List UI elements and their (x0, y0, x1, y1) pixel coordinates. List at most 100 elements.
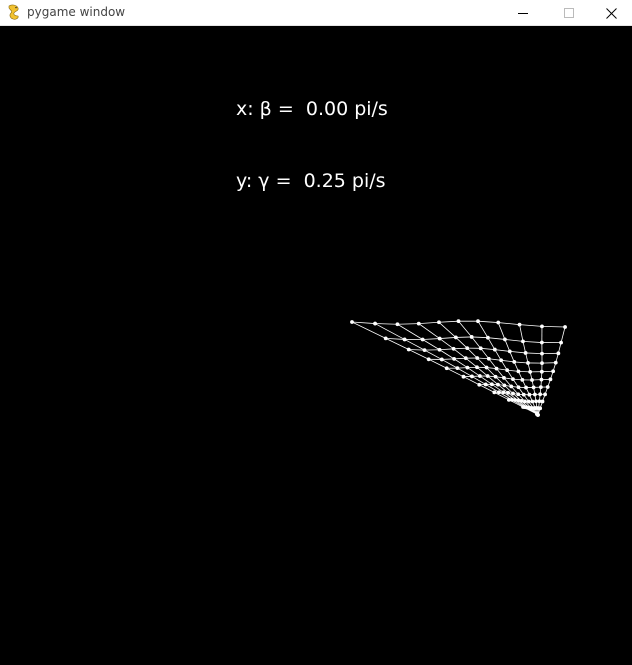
mesh-node (502, 375, 506, 380)
mesh-edge (504, 385, 514, 394)
mesh-edge (465, 357, 478, 368)
mesh-edge (375, 323, 398, 325)
mesh-node (516, 398, 520, 403)
mesh-edge (422, 339, 440, 351)
mesh-node (553, 360, 558, 365)
mesh-edge (408, 349, 429, 360)
mesh-node (537, 399, 542, 404)
mesh-node (493, 374, 498, 379)
mesh-edge (488, 358, 502, 361)
mesh-edge (476, 357, 487, 368)
mesh-node (540, 361, 544, 366)
mesh-node (469, 335, 474, 339)
mesh-node (507, 349, 512, 354)
mesh-node (416, 321, 421, 326)
mesh-edge (453, 347, 468, 350)
mesh-node (543, 392, 547, 397)
mesh-edge (497, 384, 509, 394)
mesh-edge (397, 323, 419, 325)
maximize-button[interactable] (546, 0, 592, 26)
mesh-edge (519, 324, 543, 327)
mesh-node (444, 366, 449, 371)
mesh-node (437, 320, 441, 325)
mesh-node (539, 340, 544, 345)
mesh-node (509, 384, 514, 389)
mesh-node (509, 397, 514, 402)
mesh-edge (408, 349, 425, 351)
mesh-edge (541, 325, 566, 328)
mesh-edge (439, 349, 455, 360)
mesh-edge (495, 376, 505, 386)
mesh-node (465, 346, 470, 350)
mesh-edge (525, 352, 542, 354)
maximize-icon (564, 8, 574, 18)
mesh-edge (418, 323, 440, 339)
mesh-edge (446, 367, 464, 378)
mesh-node (511, 377, 515, 381)
mesh-node (526, 399, 531, 404)
window-title: pygame window (27, 5, 126, 19)
mesh-node (496, 320, 501, 325)
mesh-edge (501, 359, 515, 363)
close-icon (605, 7, 617, 19)
mesh-edge (438, 320, 459, 323)
mesh-edge (463, 376, 480, 386)
mesh-node (538, 392, 543, 397)
mesh-edge (487, 375, 499, 385)
mesh-edge (453, 358, 468, 368)
mesh-node (475, 356, 480, 360)
mesh-node (451, 346, 456, 351)
pygame-canvas[interactable] (0, 27, 632, 665)
minimize-icon (518, 13, 528, 14)
mesh-edge (487, 337, 496, 350)
mesh-edge (509, 351, 526, 354)
mesh-edge (424, 349, 442, 360)
minimize-button[interactable] (500, 0, 546, 26)
mesh-edge (471, 336, 488, 339)
mesh-edge (397, 323, 423, 340)
mesh-edge (458, 320, 473, 338)
mesh-node (496, 382, 500, 387)
mesh-node (437, 336, 442, 341)
mesh-node (531, 385, 536, 390)
mesh-node (521, 392, 526, 397)
mesh-node (350, 320, 354, 324)
mesh-node (545, 385, 550, 389)
mesh-edge (498, 322, 520, 326)
mesh-node (465, 365, 470, 370)
mesh-node (492, 347, 497, 352)
mesh-node (523, 399, 527, 404)
mesh-node (536, 413, 540, 417)
title-bar[interactable]: pygame window (0, 0, 632, 26)
close-button[interactable] (588, 0, 632, 26)
mesh-node (461, 374, 466, 379)
mesh-edge (438, 321, 457, 338)
mesh-node (494, 366, 499, 371)
mesh-edge (476, 366, 488, 377)
mesh-edge (477, 357, 489, 360)
mesh-node (517, 322, 522, 327)
mesh-edge (385, 338, 409, 350)
mesh-edge (504, 339, 511, 352)
mesh-node (477, 382, 482, 387)
mesh-node (548, 377, 553, 382)
mesh-node (422, 348, 427, 353)
mesh-edge (500, 360, 508, 371)
mesh-node (492, 390, 497, 395)
mesh-edge (467, 367, 481, 377)
mesh-edge (418, 321, 439, 325)
mesh-edge (479, 384, 495, 393)
mesh-node (420, 337, 425, 342)
mesh-node (506, 390, 510, 395)
mesh-edge (385, 337, 405, 340)
mesh-edge (477, 320, 499, 323)
mesh-node (511, 391, 515, 396)
mesh-node (502, 383, 507, 388)
mesh-edge (453, 348, 467, 359)
mesh-node (452, 356, 457, 361)
mesh-node (484, 365, 489, 370)
mesh-edge (439, 338, 454, 350)
mesh-node (540, 351, 544, 356)
mesh-node (439, 357, 444, 362)
mesh-node (506, 397, 511, 402)
